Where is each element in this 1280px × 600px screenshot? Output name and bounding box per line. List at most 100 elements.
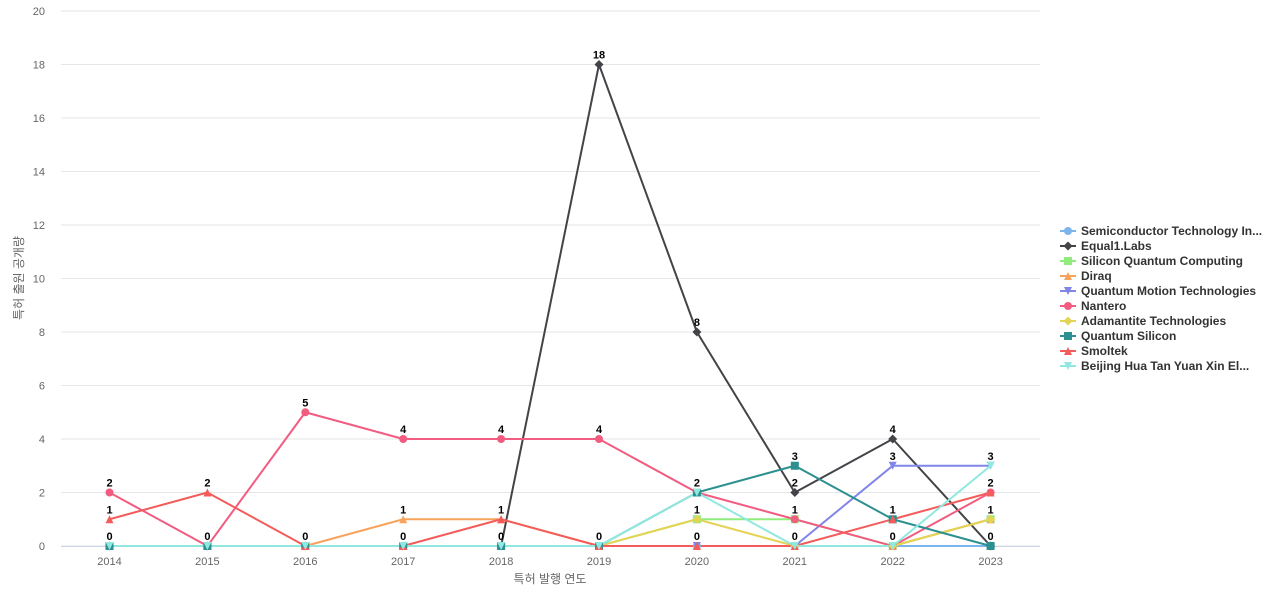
data-point[interactable] [497,515,506,524]
data-label: 2 [106,478,112,490]
data-point[interactable] [497,435,506,443]
data-label: 4 [890,424,897,436]
legend-label: Nantero [1081,299,1126,313]
x-tick-label: 2022 [880,556,904,568]
data-label: 0 [890,531,896,543]
legend-item[interactable]: Adamantite Technologies [1060,314,1226,328]
legend-marker [1064,302,1072,310]
x-tick-label: 2023 [978,556,1002,568]
legend-marker [1063,241,1073,251]
data-label: 3 [988,451,994,463]
data-point[interactable] [692,327,702,337]
data-label: 3 [890,451,896,463]
y-axis-title: 특허 출원 공개량 [12,236,26,320]
data-label: 2 [694,478,700,490]
legend-item[interactable]: Smoltek [1060,344,1128,358]
x-tick-label: 2015 [195,556,219,568]
data-point[interactable] [595,435,603,443]
series-line[interactable] [108,464,992,547]
data-label: 0 [498,531,504,543]
legend-marker [1064,227,1072,235]
data-point[interactable] [888,542,897,550]
grid-lines [61,10,1040,547]
legend-label: Smoltek [1081,344,1128,358]
legend-item[interactable]: Nantero [1060,299,1126,313]
legend-item[interactable]: Diraq [1060,269,1112,283]
data-point[interactable] [595,542,603,550]
data-point[interactable] [986,488,995,497]
data-label: 18 [593,50,605,62]
series-line[interactable] [108,411,992,547]
data-label: 0 [988,531,994,543]
data-point[interactable] [399,435,408,443]
data-label: 0 [106,531,112,543]
data-point[interactable] [888,434,898,444]
series-line[interactable] [108,464,992,547]
y-tick-label: 10 [33,274,45,286]
x-tick-label: 2014 [97,556,121,568]
legend-marker [1063,316,1073,326]
legend-label: Adamantite Technologies [1081,314,1226,328]
series-line[interactable] [108,491,992,547]
data-point[interactable] [790,488,800,497]
y-tick-label: 6 [39,381,45,393]
legend-label: Beijing Hua Tan Yuan Xin El... [1081,359,1249,373]
legend-label: Diraq [1081,269,1112,283]
data-label: 1 [792,504,798,516]
y-tick-label: 4 [39,434,45,446]
legend-item[interactable]: Beijing Hua Tan Yuan Xin El... [1060,359,1249,373]
data-point[interactable] [986,461,995,470]
y-tick-label: 0 [39,541,45,553]
series-line[interactable] [108,63,992,547]
legend-label: Quantum Silicon [1081,329,1176,343]
data-label: 4 [400,424,407,436]
data-point[interactable] [692,514,702,524]
legend-label: Equal1.Labs [1081,239,1152,253]
legend-item[interactable]: Equal1.Labs [1060,239,1152,253]
legend[interactable]: Semiconductor Technology In...Equal1.Lab… [1060,224,1262,373]
legend-label: Silicon Quantum Computing [1081,254,1243,268]
x-tick-label: 2017 [391,556,415,568]
data-point[interactable] [986,542,995,550]
series-markers [105,60,996,551]
data-point[interactable] [203,488,212,497]
data-point[interactable] [692,542,701,550]
legend-item[interactable]: Quantum Motion Technologies [1060,284,1256,298]
data-point[interactable] [790,461,799,470]
data-label: 4 [498,424,505,436]
data-point[interactable] [594,60,604,69]
data-point[interactable] [986,514,996,524]
data-point[interactable] [790,515,799,524]
data-label: 3 [792,451,798,463]
y-tick-label: 2 [39,488,45,500]
data-point[interactable] [105,542,114,550]
data-point[interactable] [399,515,408,524]
data-label: 1 [988,504,994,516]
data-point[interactable] [497,542,506,550]
data-point[interactable] [790,542,799,550]
legend-marker [1064,257,1072,265]
data-point[interactable] [888,461,897,470]
data-point[interactable] [399,542,408,550]
legend-label: Quantum Motion Technologies [1081,284,1256,298]
data-label: 4 [596,424,603,436]
data-point[interactable] [301,408,310,417]
series-line[interactable] [108,464,992,547]
data-point[interactable] [692,488,701,497]
data-point[interactable] [888,515,897,524]
data-label: 0 [302,531,308,543]
data-point[interactable] [301,542,310,550]
data-label: 1 [498,504,504,516]
x-tick-label: 2020 [685,556,709,568]
x-tick-label: 2016 [293,556,317,568]
data-label: 1 [400,504,406,516]
legend-item[interactable]: Semiconductor Technology In... [1060,224,1262,238]
legend-item[interactable]: Silicon Quantum Computing [1060,254,1243,268]
data-point[interactable] [105,515,114,524]
data-point[interactable] [203,542,212,550]
data-label: 0 [400,531,406,543]
legend-item[interactable]: Quantum Silicon [1060,329,1176,343]
data-label: 2 [792,478,798,490]
data-point[interactable] [105,488,114,497]
